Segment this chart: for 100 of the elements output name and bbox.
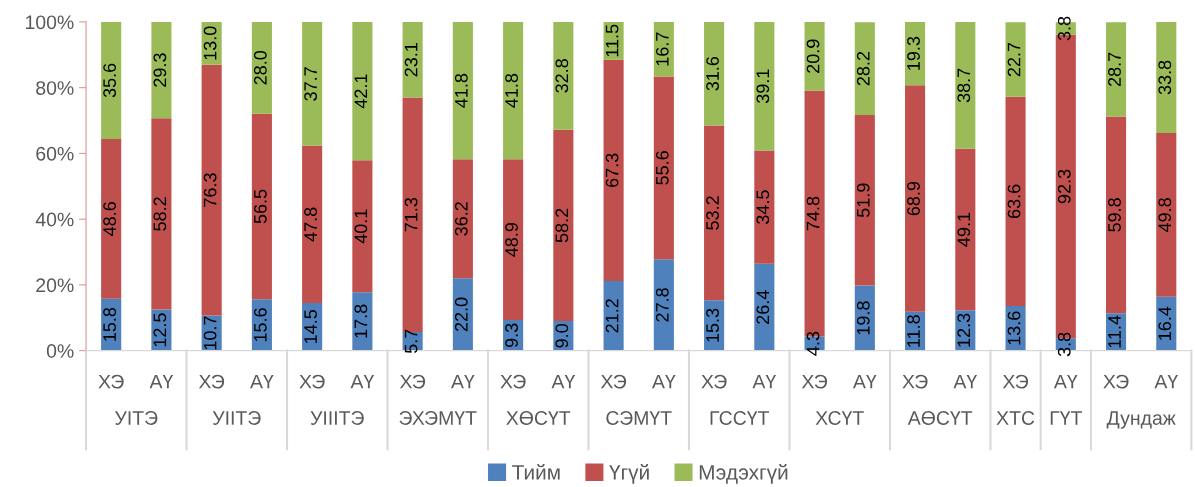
bar (603, 280, 624, 351)
bar (1156, 133, 1177, 297)
data-label: 16.7 (655, 32, 669, 66)
bar (905, 85, 926, 312)
data-label: 17.8 (354, 304, 368, 338)
data-label: 9.3 (505, 323, 518, 348)
data-label: 49.8 (1158, 198, 1172, 233)
data-label: 38.7 (957, 68, 971, 103)
data-label: 13.6 (1007, 311, 1021, 345)
data-label: 16.4 (1158, 306, 1172, 340)
bar (503, 21, 524, 160)
x-tick-label: ХЭ (500, 374, 526, 389)
x-tick-label: АҮ (1154, 374, 1178, 389)
data-label: 47.8 (304, 207, 317, 242)
x-tick-label: ХЭ (299, 374, 325, 389)
data-label: 26.4 (756, 290, 770, 324)
data-label: 12.3 (957, 313, 971, 347)
data-label: 74.8 (806, 196, 820, 231)
bar (653, 259, 674, 351)
data-label: 68.9 (907, 181, 920, 216)
data-label: 19.3 (907, 36, 920, 70)
data-label: 67.3 (605, 153, 619, 187)
x-tick-label: АҮ (350, 374, 375, 389)
text: АӨСҮТ (907, 411, 973, 425)
data-label: 55.6 (655, 151, 669, 185)
bar (352, 21, 373, 161)
bar (302, 21, 323, 146)
x-tick-label: АҮ (149, 374, 174, 389)
data-label: 3.8 (1057, 332, 1071, 357)
bar (754, 263, 775, 351)
x-tick-label: АҮ (752, 374, 777, 389)
x-tick-label: АҮ (250, 374, 274, 389)
data-label: 3.8 (1057, 16, 1071, 41)
bar (653, 76, 674, 260)
y-tick-label: 100% (25, 15, 74, 30)
x-tick-label: ХЭ (1103, 374, 1129, 389)
data-label: 15.3 (706, 308, 719, 342)
bar (804, 21, 825, 91)
bar (754, 21, 775, 151)
bar (704, 21, 725, 126)
y-tick-label: 60% (36, 146, 74, 161)
text: Дундаж (1106, 411, 1176, 429)
bar (603, 59, 624, 281)
bar (1156, 21, 1177, 134)
bar (1106, 22, 1127, 117)
bar (1005, 96, 1026, 306)
data-label: 51.9 (856, 183, 870, 218)
x-tick-label: ХЭ (701, 374, 727, 389)
bar (1005, 22, 1026, 97)
data-label: 58.2 (153, 197, 167, 231)
y-tick-label: 40% (35, 212, 74, 227)
bar (101, 21, 122, 139)
legend-label: Үгүй (609, 464, 649, 484)
data-label: 14.5 (304, 309, 317, 343)
bar (452, 159, 473, 279)
data-label: 4.3 (806, 331, 820, 356)
data-label: 23.1 (404, 43, 418, 77)
data-label: 42.1 (354, 74, 368, 109)
data-label: 37.7 (304, 67, 317, 101)
data-label: 15.6 (253, 308, 267, 342)
data-label: 28.7 (1108, 52, 1121, 87)
data-label: 21.2 (605, 299, 619, 333)
x-tick-label: АҮ (551, 374, 576, 389)
bar (955, 148, 976, 311)
data-label: 49.1 (957, 212, 971, 247)
x-tick-label: ХЭ (98, 374, 124, 389)
data-label: 13.0 (203, 26, 217, 60)
data-label: 56.5 (253, 189, 267, 224)
data-label: 41.8 (505, 73, 518, 108)
bar (352, 160, 373, 293)
data-label: 12.5 (153, 313, 167, 347)
x-tick-label: АҮ (1053, 374, 1078, 389)
data-label: 33.8 (1158, 60, 1172, 95)
x-tick-label: ХЭ (1002, 374, 1029, 389)
data-label: 59.8 (1108, 198, 1121, 232)
data-label: 31.6 (706, 56, 719, 91)
bar (151, 118, 172, 310)
bar (854, 22, 875, 115)
data-label: 48.6 (103, 202, 117, 236)
data-label: 32.8 (555, 59, 569, 93)
text: ГҮТ (1050, 411, 1082, 425)
bar (553, 129, 574, 322)
bar (251, 21, 272, 114)
text: СЭМҮТ (606, 411, 672, 425)
x-tick-label: АҮ (451, 374, 475, 389)
x-tick-label: ХЭ (801, 374, 828, 389)
data-label: 58.2 (555, 208, 569, 243)
x-tick-label: ХЭ (198, 374, 225, 389)
bar (452, 21, 473, 160)
data-label: 40.1 (354, 209, 368, 244)
bar (955, 21, 976, 149)
text: ГССҮТ (710, 411, 769, 425)
data-label: 15.8 (103, 307, 117, 341)
data-label: 22.0 (454, 297, 468, 332)
data-label: 11.8 (907, 315, 920, 347)
data-label: 27.8 (655, 288, 669, 322)
data-label: 48.9 (505, 222, 518, 257)
text: ХТС (996, 411, 1035, 425)
text: УІІТЭ (212, 411, 261, 425)
data-label: 11.4 (1108, 315, 1121, 348)
